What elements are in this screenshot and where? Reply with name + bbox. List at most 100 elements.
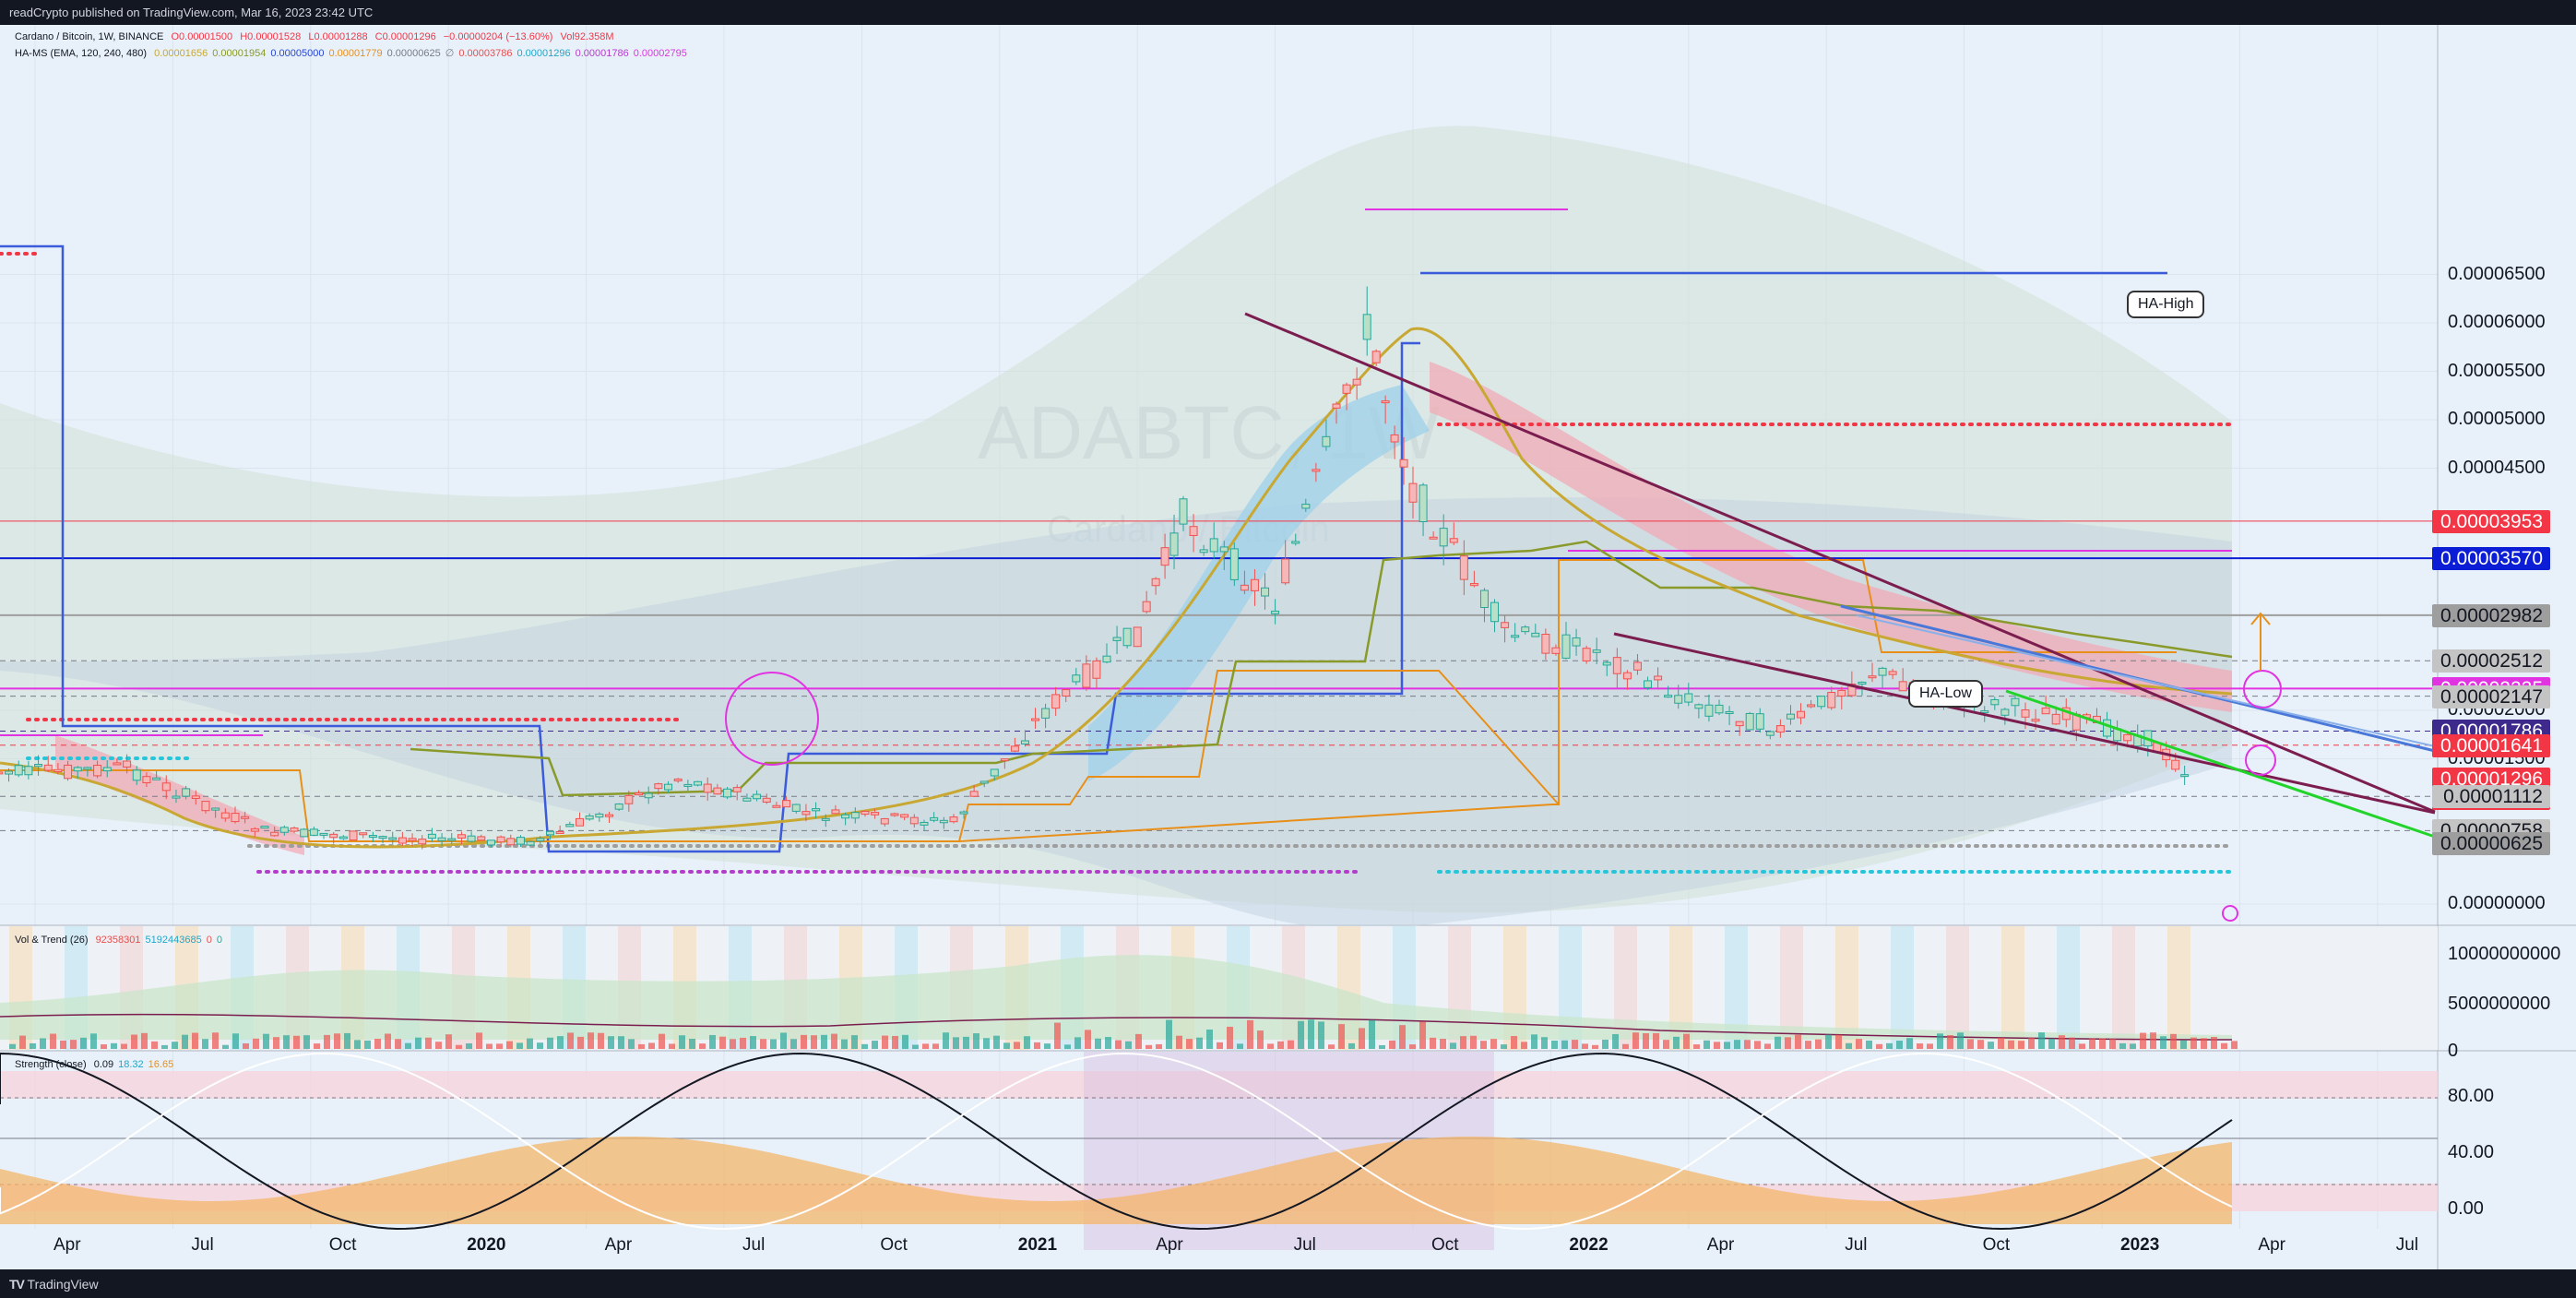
chart-area[interactable]: ADABTC, 1WCardano / Bitcoin Cardano / Bi… [0, 25, 2576, 1269]
volume-bar [2190, 1037, 2197, 1049]
volume-bar [303, 1035, 310, 1049]
volume-bar [1085, 1030, 1091, 1049]
candle-body [1827, 692, 1836, 709]
tv-icon: TV [9, 1277, 25, 1292]
ha-legend-value: 0.00003786 [458, 48, 513, 59]
candle-body [1725, 710, 1734, 714]
volume-bar [1369, 1019, 1375, 1049]
candle-body [408, 838, 417, 841]
volume-bar [760, 1039, 766, 1049]
candle-body [1179, 498, 1188, 525]
candle-body [241, 816, 250, 819]
volume-bar [872, 1041, 878, 1049]
strength-orange-area [0, 1137, 2232, 1224]
candle-body [113, 762, 122, 766]
candle-body [979, 780, 989, 784]
candle-body [1031, 718, 1040, 721]
volume-bar [709, 1034, 716, 1049]
price-tag: 0.00003953 [2432, 509, 2550, 533]
chart-svg[interactable]: ADABTC, 1WCardano / Bitcoin [0, 25, 2576, 1269]
candle-body [871, 812, 880, 816]
candle-body [516, 837, 525, 845]
candle-body [388, 837, 398, 840]
volume-bar [60, 1040, 66, 1049]
candle-body [2011, 697, 2020, 707]
candle-body [1102, 655, 1111, 663]
volume-bar [993, 1035, 1000, 1049]
volume-bar [1308, 1019, 1314, 1049]
candle-body [1775, 725, 1785, 733]
volume-bar [293, 1035, 300, 1049]
time-axis-label: Apr [1706, 1235, 1735, 1255]
volume-bar [1511, 1036, 1517, 1049]
volume-bar [374, 1038, 381, 1049]
strength-legend-name: Strength (close) [15, 1059, 87, 1070]
legend-change: −0.00000204 (−13.60%) [443, 31, 553, 42]
volume-bar [1653, 1032, 1659, 1049]
candle-body [2021, 709, 2030, 718]
volume-bar [334, 1033, 340, 1049]
time-axis-label: Apr [53, 1235, 81, 1255]
candle-body [1449, 538, 1458, 543]
volume-bar [1095, 1038, 1101, 1049]
candle-body [250, 828, 259, 832]
volume-bar [892, 1035, 898, 1049]
volume-bar [1572, 1040, 1578, 1049]
volume-bar [182, 1034, 188, 1049]
candle-body [1312, 469, 1321, 472]
candle-body [349, 830, 358, 841]
candle-body [34, 764, 43, 768]
candle-body [1352, 378, 1361, 386]
candle-body [1199, 549, 1208, 554]
volume-bar [283, 1035, 290, 1049]
time-axis-label: 2021 [1017, 1235, 1058, 1255]
candle-body [1898, 681, 1907, 692]
trend-green [2005, 689, 2436, 839]
volume-bar [40, 1038, 46, 1049]
candle-body [1332, 403, 1341, 409]
candle-body [1582, 648, 1591, 661]
candle-body [182, 788, 191, 797]
candle-body [102, 767, 112, 772]
candle-body [1551, 647, 1561, 654]
volume-bar [1521, 1042, 1527, 1049]
candle-body [1381, 400, 1390, 404]
volume-bar [1866, 1040, 1872, 1049]
volume-bar [669, 1043, 675, 1049]
candle-body [1459, 555, 1468, 580]
candle-body [673, 778, 683, 781]
price-tag: 0.00003570 [2432, 547, 2550, 571]
volume-bar [1298, 1020, 1304, 1049]
volume-bar [2201, 1038, 2207, 1049]
ha-high-label: HA-High [2127, 291, 2205, 318]
volume-bar [557, 1036, 564, 1049]
volume-bar [912, 1044, 919, 1049]
candle-body [260, 826, 269, 829]
candle-body [536, 838, 545, 842]
footer-bar: TV TradingView Apr Jul Oct 2020 Apr Jul Oct 202… [0, 1235, 2576, 1298]
vol-legend-value: 0 [206, 935, 212, 946]
candle-body [172, 795, 181, 799]
volume-bar [212, 1032, 219, 1049]
volume-bar [344, 1032, 350, 1049]
volume-bar [1409, 1044, 1416, 1049]
volume-bar [932, 1043, 939, 1049]
ha-legend-value: 0.00001954 [212, 48, 267, 59]
vol-trend-area [0, 955, 2232, 1040]
candle-body [427, 833, 436, 840]
candle-body [1342, 384, 1351, 394]
volume-bar [730, 1039, 736, 1049]
time-axis-label: Jul [191, 1235, 214, 1255]
strength-axis-label: 0.00 [2448, 1198, 2484, 1219]
volume-bar [2231, 1041, 2238, 1049]
markers [725, 612, 2282, 922]
candle-body [694, 780, 703, 786]
candle-body [654, 783, 663, 790]
volume-bar [679, 1035, 685, 1049]
volume-bar [598, 1032, 604, 1049]
candle-body [664, 783, 673, 791]
volume-bar [1359, 1028, 1365, 1049]
candle-body [890, 813, 899, 816]
strength-axis-label: 80.00 [2448, 1086, 2495, 1106]
candle-body [772, 804, 781, 808]
